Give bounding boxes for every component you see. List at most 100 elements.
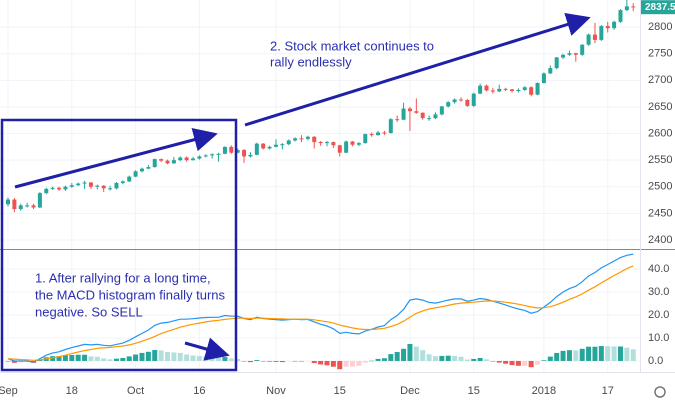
candle-body — [203, 155, 208, 157]
candle-body — [567, 53, 572, 55]
x-tick-label: 18 — [66, 385, 78, 397]
histogram-bar — [113, 358, 119, 361]
candle-body — [261, 143, 266, 149]
grid — [0, 0, 640, 372]
histogram-bar — [547, 356, 553, 361]
candle-body — [471, 93, 476, 106]
histogram-bar — [515, 360, 521, 366]
indicator-line — [7, 265, 634, 361]
histogram-bar — [273, 360, 279, 362]
candle-body — [624, 6, 629, 11]
candle-body — [69, 185, 74, 187]
candle-body — [273, 144, 278, 147]
y-tick-label: 2550 — [648, 154, 672, 166]
histogram-bar — [426, 354, 432, 361]
candle-body — [82, 182, 87, 184]
histogram-bar — [107, 359, 113, 361]
arrow — [184, 337, 230, 361]
candle-body — [146, 167, 151, 169]
histogram-bar — [369, 360, 375, 362]
histogram-bar — [477, 357, 483, 361]
histogram-bar — [5, 360, 11, 362]
candle-body — [25, 205, 30, 207]
histogram-bar — [579, 348, 585, 361]
histogram-bar — [152, 349, 158, 361]
histogram-bar — [541, 360, 547, 361]
arrow — [14, 127, 218, 189]
histogram-bar — [375, 358, 381, 361]
candle-body — [178, 157, 183, 161]
candle-body — [337, 145, 342, 153]
y-tick-label: 2750 — [648, 48, 672, 60]
candle-body — [18, 205, 23, 210]
x-tick-label: 15 — [334, 385, 346, 397]
histogram-bar — [343, 360, 349, 367]
candle-body — [127, 176, 132, 182]
histogram-bar — [350, 360, 356, 367]
histogram-bar — [388, 354, 394, 361]
candle-body — [235, 150, 240, 153]
candle-body — [152, 159, 157, 168]
histogram-bar — [356, 360, 362, 366]
candle-body — [433, 114, 438, 119]
histogram-bar — [554, 352, 560, 361]
candle-body — [344, 141, 349, 153]
candle-body — [548, 68, 553, 74]
histogram-bar — [267, 360, 273, 362]
candle-body — [44, 188, 49, 194]
x-tick-label: Oct — [127, 385, 144, 397]
candle-body — [293, 138, 298, 141]
y-tick-label: 2400 — [648, 234, 672, 246]
candle-body — [414, 111, 419, 113]
candle-body — [510, 89, 515, 91]
candle-body — [101, 185, 106, 189]
candle-body — [356, 143, 361, 145]
candle-body — [592, 34, 597, 40]
candle-body — [165, 160, 170, 164]
y-tick-label: 2800 — [648, 21, 672, 33]
histogram-bar — [566, 350, 572, 361]
candle-body — [312, 136, 317, 143]
candle-body — [350, 141, 355, 145]
y2-tick-label: 40.0 — [648, 263, 669, 275]
y2-tick-label: 10.0 — [648, 332, 669, 344]
histogram-bar — [439, 355, 445, 361]
histogram-bar — [330, 360, 336, 367]
candle-body — [12, 199, 17, 210]
annotation: 1. After rallying for a long time, — [35, 270, 211, 285]
candle-body — [197, 156, 202, 159]
candle-body — [31, 205, 36, 208]
candle-body — [248, 154, 253, 157]
histogram-bar — [279, 360, 285, 363]
histogram-bar — [586, 346, 592, 361]
arrow — [244, 12, 591, 127]
histogram-bar — [75, 354, 81, 361]
histogram-bar — [611, 346, 617, 361]
y2-tick-label: 0.0 — [648, 355, 663, 367]
histogram-bar — [432, 356, 438, 361]
settings-icon[interactable] — [654, 386, 666, 398]
candle-body — [452, 99, 457, 103]
candle-body — [522, 87, 527, 90]
histogram-bar — [62, 355, 68, 361]
candle-body — [318, 142, 323, 144]
candle-body — [465, 100, 470, 106]
histogram-bar — [241, 360, 247, 362]
candle-body — [395, 119, 400, 121]
candle-body — [159, 159, 164, 161]
histogram-bar — [560, 350, 566, 361]
candle-body — [376, 132, 381, 136]
candle-body — [599, 26, 604, 40]
histogram-bar — [452, 355, 458, 361]
histogram-bar — [82, 354, 88, 361]
candle-body — [37, 193, 42, 208]
histogram-bar — [337, 360, 343, 370]
candle-body — [76, 183, 81, 186]
candle-body — [439, 106, 444, 115]
histogram-bar — [165, 352, 170, 361]
histogram-bar — [630, 349, 636, 361]
histogram-bar — [190, 355, 196, 361]
histogram-bar — [413, 346, 419, 361]
histogram-bar — [522, 360, 528, 366]
